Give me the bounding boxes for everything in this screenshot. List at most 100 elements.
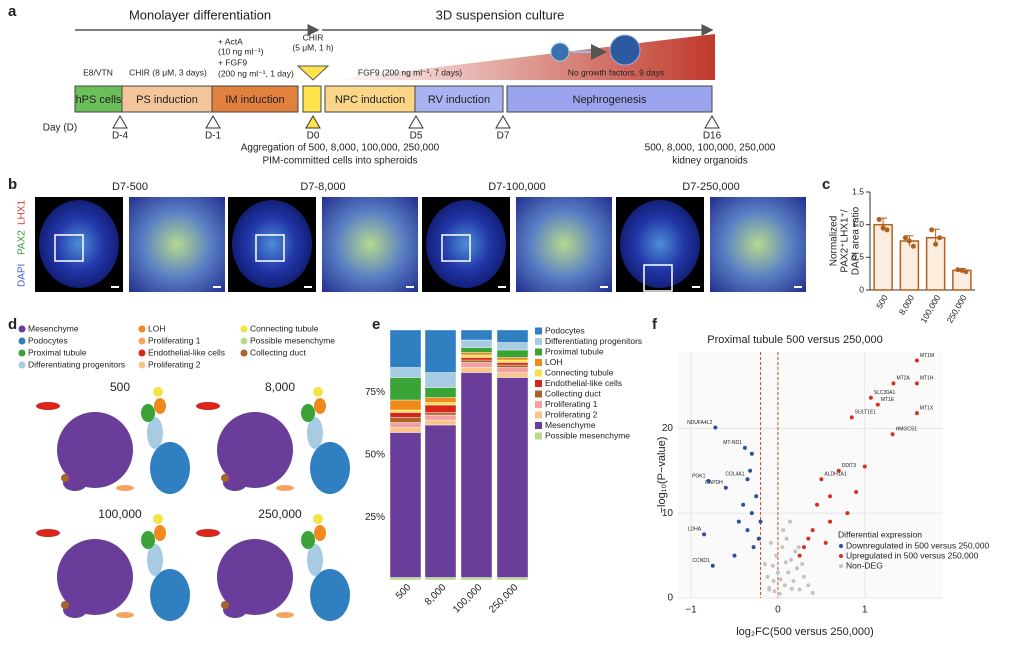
data-point [795, 566, 800, 571]
data-point [836, 468, 841, 473]
legend-swatch [535, 327, 542, 335]
umap-plot [196, 514, 350, 621]
data-point [884, 227, 890, 233]
umap-cluster [223, 602, 247, 618]
data-point [756, 536, 761, 541]
image-title: D7-250,000 [682, 181, 740, 193]
organoid-image [426, 200, 506, 288]
data-point [815, 502, 820, 507]
legend-swatch [535, 411, 542, 419]
stage-label: IM induction [225, 94, 284, 106]
legend-label: Possible mesenchyme [545, 430, 630, 440]
umap-plot [196, 387, 350, 494]
data-point [796, 545, 801, 550]
umap-cluster [314, 398, 326, 414]
umap-cluster [141, 531, 155, 549]
point-label: LDHA [688, 527, 702, 533]
data-point [810, 590, 815, 595]
condition-label: + FGF9 [218, 57, 247, 67]
legend-label: Endothelial-like cells [148, 347, 225, 357]
data-point [732, 553, 737, 558]
data-point [823, 540, 828, 545]
umap-cluster [310, 569, 350, 621]
data-point [806, 583, 811, 588]
umap-cluster [36, 402, 60, 410]
bar-segment [496, 362, 529, 366]
y-tick-label: 20 [662, 423, 674, 434]
inset-box [54, 234, 84, 262]
data-point [890, 432, 895, 437]
panel-label: c [822, 176, 830, 193]
point-label: MT-ND1 [723, 440, 742, 446]
panel-label: e [372, 316, 380, 333]
data-point [959, 267, 965, 273]
umap-cluster [147, 544, 163, 576]
data-point [929, 227, 935, 233]
point-label: MT1H [920, 376, 934, 382]
point-label: HMGCS1 [896, 427, 918, 433]
data-point [914, 358, 919, 363]
umap-cluster [217, 412, 293, 488]
point-label: SULT1E1 [855, 410, 877, 416]
point-label: COL4A1 [725, 472, 744, 478]
data-point [784, 536, 789, 541]
data-point [880, 225, 886, 231]
data-point [876, 216, 882, 222]
y-tick-label: 0 [667, 593, 673, 604]
umap-cluster [154, 398, 166, 414]
umap-cluster [223, 475, 247, 491]
data-point [775, 570, 780, 575]
bar [952, 269, 972, 291]
y-tick-label: 0.5 [852, 252, 864, 262]
stage-box [506, 85, 713, 113]
panel-c: c Normalized PAX2⁺LHX1⁺/DAPI area ratio 0 0… [822, 176, 975, 325]
bar [873, 223, 893, 291]
panel-d: d Mesenchyme Podocytes Proximal tubule Diff… [8, 316, 350, 621]
point-label: MT1E [881, 397, 895, 403]
stage-box [121, 85, 213, 113]
day-label: D5 [410, 131, 423, 142]
stage-label: Nephrogenesis [573, 94, 647, 106]
umap-cluster [314, 525, 326, 541]
x-tick-label: 500 [394, 582, 414, 602]
umap-plot [36, 514, 190, 621]
stage-box [211, 85, 299, 113]
bar-segment [460, 577, 493, 581]
bar-segment [460, 339, 493, 348]
stain-legend: DAPI PAX2 LHX1 [17, 200, 28, 287]
y-axis-label: PAX2⁺LHX1⁺/ [840, 209, 851, 272]
zoom-image [516, 197, 612, 292]
umap-cluster [196, 529, 220, 537]
data-point [767, 585, 772, 590]
legend-swatch [240, 337, 248, 345]
data-point [906, 238, 912, 244]
legend-swatch [240, 325, 248, 333]
chart-title: Proximal tubule 500 versus 250,000 [707, 334, 883, 346]
data-point [955, 267, 961, 273]
legend-label: Differentiating progenitors [545, 336, 642, 346]
bar-segment [424, 419, 457, 426]
data-point [783, 560, 788, 565]
panel-label: b [8, 176, 17, 193]
umap-cluster [153, 387, 163, 397]
bar-segment [460, 359, 493, 363]
umap-title: 100,000 [98, 507, 142, 521]
point-label: PGK1 [692, 473, 706, 479]
legend-swatch [535, 380, 542, 387]
data-point [902, 235, 908, 241]
umap-cluster [63, 602, 87, 618]
legend-label: Proliferating 2 [148, 359, 201, 369]
stage-label: NPC induction [335, 94, 405, 106]
legend-label: Collecting duct [250, 347, 306, 357]
bar-segment [424, 372, 457, 388]
condition-label: No growth factors, 9 days [568, 67, 664, 77]
data-point [891, 381, 896, 386]
y-tick-label: 10 [662, 508, 674, 519]
legend-label: Connecting tubule [545, 367, 614, 377]
data-point [741, 502, 746, 507]
legend-swatch [240, 349, 248, 357]
data-point [801, 545, 806, 550]
panel-b: b DAPI PAX2 LHX1 D7-500 D7-8,000 D7-100,00… [8, 176, 806, 292]
umap-cluster [301, 404, 315, 422]
data-point [748, 468, 753, 473]
